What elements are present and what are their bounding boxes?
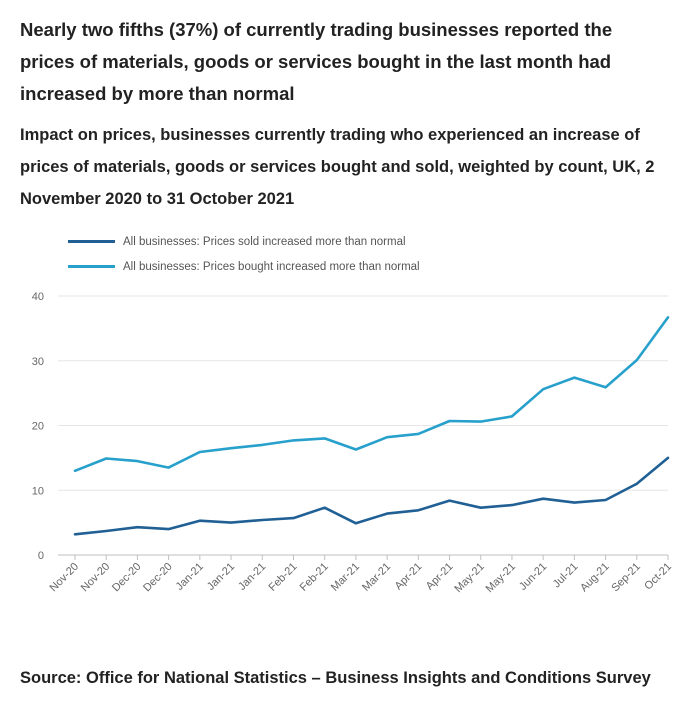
x-tick-label: Jan-21 <box>236 561 268 593</box>
x-tick-label: Jun-21 <box>517 561 549 593</box>
x-tick-label: Apr-21 <box>424 561 456 593</box>
y-tick-label: 30 <box>32 356 44 368</box>
legend-item-bought: All businesses: Prices bought increased … <box>68 254 420 279</box>
x-tick-label: Jan-21 <box>174 561 206 593</box>
series-line-prices-sold <box>73 456 670 536</box>
y-tick-label: 0 <box>38 550 44 562</box>
x-tick-label: Feb-21 <box>298 561 331 594</box>
x-axis-tick-labels: Nov-20Nov-20Dec-20Dec-20Jan-21Jan-21Jan-… <box>48 555 674 595</box>
x-tick-label: Jul-21 <box>551 561 581 591</box>
legend-item-sold: All businesses: Prices sold increased mo… <box>68 229 420 254</box>
series-line-prices-bought <box>73 316 670 473</box>
y-tick-label: 20 <box>32 421 44 433</box>
x-tick-label: May-21 <box>484 561 518 595</box>
x-tick-label: Dec-20 <box>141 561 175 595</box>
y-tick-label: 10 <box>32 485 44 497</box>
legend-swatch-sold <box>68 240 115 243</box>
y-tick-label: 40 <box>32 291 44 303</box>
y-axis-tick-labels: 0 10 20 30 40 <box>32 291 44 562</box>
title: Nearly two fifths (37%) of currently tra… <box>20 19 613 104</box>
x-tick-label: May-21 <box>452 561 486 595</box>
x-tick-label: Nov-20 <box>48 561 82 595</box>
x-tick-label: Dec-20 <box>110 561 144 595</box>
x-tick-label: Apr-21 <box>393 561 425 593</box>
series-lines <box>73 316 670 536</box>
legend-label-sold: All businesses: Prices sold increased mo… <box>123 235 406 248</box>
legend-swatch-bought <box>68 265 115 268</box>
legend: All businesses: Prices sold increased mo… <box>68 229 420 279</box>
gridlines <box>58 295 668 556</box>
x-tick-label: Jan-21 <box>205 561 237 593</box>
source: Source: Office for National Statistics –… <box>20 669 651 687</box>
x-tick-label: Mar-21 <box>360 561 393 594</box>
subtitle: Impact on prices, businesses currently t… <box>20 126 655 208</box>
x-tick-label: Aug-21 <box>578 561 612 595</box>
x-tick-label: Oct-21 <box>642 561 674 593</box>
x-tick-label: Feb-21 <box>266 561 299 594</box>
x-tick-label: Sep-21 <box>609 561 643 595</box>
legend-label-bought: All businesses: Prices bought increased … <box>123 260 420 273</box>
x-tick-label: Nov-20 <box>79 561 113 595</box>
x-tick-label: Mar-21 <box>329 561 362 594</box>
